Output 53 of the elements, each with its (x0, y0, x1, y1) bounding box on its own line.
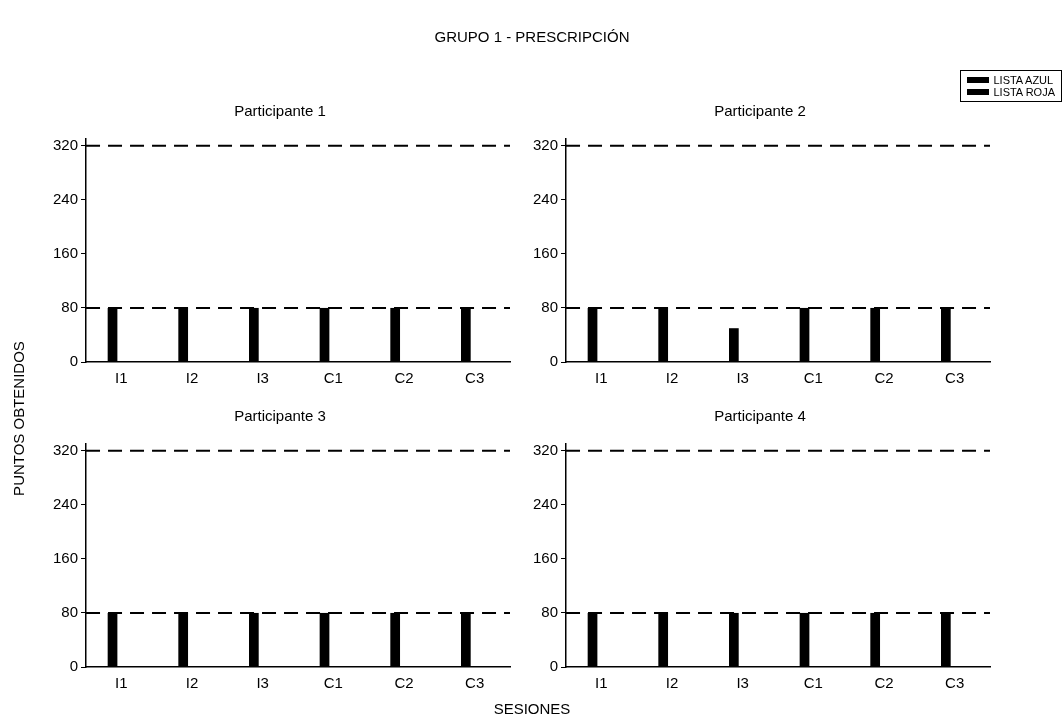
x-tick-label: C1 (803, 674, 823, 692)
y-tick-label: 0 (549, 657, 559, 675)
y-tick-label: 240 (53, 189, 79, 207)
y-tick-label: 80 (61, 298, 79, 316)
y-tick-label: 320 (53, 440, 79, 458)
x-tick-label: C2 (874, 369, 894, 387)
y-tick-label: 0 (549, 352, 559, 370)
y-tick-label: 80 (541, 603, 559, 621)
x-tick-label: I1 (115, 674, 128, 692)
chart-title: Participante 1 (234, 102, 326, 120)
y-tick-label: 240 (533, 494, 559, 512)
x-tick-label: I1 (595, 674, 608, 692)
y-tick-label: 80 (61, 603, 79, 621)
x-tick-label: C2 (394, 369, 414, 387)
y-tick-label: 160 (53, 549, 79, 567)
x-tick-label: I3 (256, 674, 269, 692)
y-tick-label: 80 (541, 298, 559, 316)
chart-title: Participante 3 (234, 407, 326, 425)
chart-title: Participante 2 (714, 102, 806, 120)
x-tick-label: C2 (394, 674, 414, 692)
x-tick-label: C3 (465, 369, 485, 387)
x-axis-title: SESIONES (492, 700, 572, 717)
x-tick-label: I2 (185, 674, 199, 692)
x-tick-label: I2 (185, 369, 199, 387)
legend-label: LISTA ROJA (993, 86, 1055, 98)
x-tick-label: I2 (665, 674, 679, 692)
y-tick-label: 320 (53, 135, 79, 153)
x-tick-label: I2 (665, 369, 679, 387)
x-tick-label: C3 (945, 674, 965, 692)
x-tick-label: C3 (945, 369, 965, 387)
x-tick-label: C1 (803, 369, 823, 387)
y-tick-label: 0 (69, 657, 79, 675)
x-tick-label: I1 (115, 369, 128, 387)
legend-label: LISTA AZUL (993, 74, 1054, 86)
y-tick-label: 160 (53, 244, 79, 262)
x-tick-label: I3 (256, 369, 269, 387)
y-tick-label: 320 (533, 440, 559, 458)
x-tick-label: I1 (595, 369, 608, 387)
chart-title: Participante 4 (714, 407, 806, 425)
y-tick-label: 160 (533, 549, 559, 567)
x-tick-label: I3 (736, 369, 749, 387)
y-tick-label: 320 (533, 135, 559, 153)
x-tick-label: C3 (465, 674, 485, 692)
y-tick-label: 0 (69, 352, 79, 370)
y-axis-title: PUNTOS OBTENIDOS (9, 340, 27, 498)
x-tick-label: C2 (874, 674, 894, 692)
text: GRUPO 1 - PRESCRIPCIÓN (433, 28, 631, 45)
x-tick-label: C1 (323, 369, 343, 387)
y-tick-label: 240 (533, 189, 559, 207)
x-tick-label: C1 (323, 674, 343, 692)
x-tick-label: I3 (736, 674, 749, 692)
y-tick-label: 240 (53, 494, 79, 512)
y-tick-label: 160 (533, 244, 559, 262)
